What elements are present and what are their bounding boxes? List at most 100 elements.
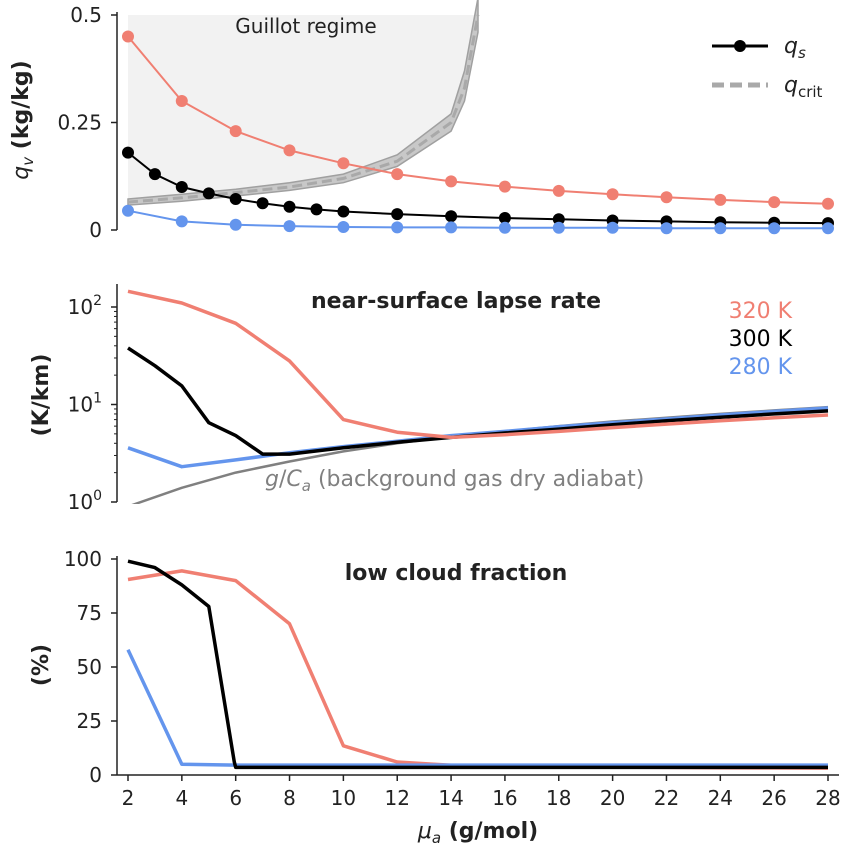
- panel-specific-humidity: Guillot regime 0 0.25 0.5 qv (kg/kg) qs qc…: [9, 0, 834, 242]
- data-point-320k: [122, 30, 134, 43]
- legend: qs qcrit: [712, 34, 823, 101]
- data-point-320k: [445, 175, 458, 188]
- y-tick-label: 0: [89, 218, 102, 242]
- x-tick-label: 8: [283, 786, 296, 810]
- x-tick-label: 4: [175, 786, 188, 810]
- series-line-320k: [127, 569, 829, 770]
- series-line-300k: [127, 559, 828, 770]
- x-tick-label: 16: [492, 786, 517, 810]
- legend-280k: 280 K: [729, 355, 793, 380]
- data-point-300k: [122, 146, 134, 159]
- series-line-280k: [126, 648, 828, 767]
- x-tick-label: 6: [229, 786, 242, 810]
- series-line-280k: [127, 209, 828, 230]
- data-point-320k: [822, 197, 834, 210]
- data-point-300k: [175, 181, 188, 193]
- legend-qs-label: qs: [784, 34, 806, 62]
- data-point-300k: [337, 205, 350, 218]
- y-ticks: 100 101 102: [68, 293, 117, 514]
- data-point-280k: [337, 221, 350, 233]
- data-point-300k: [391, 208, 404, 221]
- x-axis-label: μa (g/mol): [417, 819, 538, 847]
- data-point-280k: [391, 221, 404, 234]
- y-tick-label: 0.25: [57, 111, 102, 135]
- data-point-320k: [552, 184, 565, 197]
- x-tick-label: 28: [815, 786, 840, 810]
- data-point-300k: [283, 200, 296, 213]
- y-axis-label: (%): [29, 644, 54, 686]
- data-point-280k: [660, 222, 673, 235]
- data-point-280k: [445, 221, 458, 234]
- x-tick-label: 10: [331, 786, 356, 810]
- region-label: Guillot regime: [235, 14, 376, 38]
- legend-qcrit-label: qcrit: [784, 73, 823, 101]
- series-group: [127, 289, 829, 504]
- x-ticks: 2 4 6 8 10 12 14 16 18 20 22 24 26 28: [122, 775, 841, 810]
- temperature-legend: 320 K 300 K 280 K: [729, 299, 793, 380]
- data-point-320k: [498, 180, 511, 193]
- series-line-300k: [127, 346, 829, 456]
- data-point-320k: [606, 188, 619, 201]
- x-tick-label: 2: [122, 786, 135, 810]
- data-point-300k: [498, 212, 511, 224]
- x-tick-label: 14: [438, 786, 463, 810]
- legend-qs-marker: [734, 40, 746, 52]
- y-tick-label: 102: [68, 293, 102, 319]
- y-tick-label: 100: [68, 488, 102, 514]
- data-point-280k: [822, 222, 834, 235]
- y-tick-label: 0.5: [70, 3, 102, 27]
- x-tick-label: 12: [385, 786, 410, 810]
- data-point-280k: [606, 221, 619, 234]
- panel-title: near-surface lapse rate: [311, 289, 601, 314]
- data-point-280k: [714, 222, 727, 235]
- y-tick-label: 0: [89, 763, 102, 787]
- data-point-300k: [202, 187, 215, 200]
- series-group: [126, 559, 829, 770]
- data-point-300k: [310, 203, 323, 216]
- y-ticks: 0 25 50 75 100: [64, 547, 117, 787]
- x-tick-label: 26: [761, 786, 786, 810]
- data-point-320k: [283, 144, 296, 157]
- x-tick-label: 18: [546, 786, 571, 810]
- data-point-300k: [256, 197, 269, 210]
- qcrit-line: [127, 14, 480, 204]
- data-point-300k: [445, 210, 458, 223]
- y-tick-label: 50: [77, 655, 102, 679]
- y-ticks: 0 0.25 0.5: [57, 3, 117, 242]
- data-point-300k: [229, 193, 242, 205]
- data-point-320k: [391, 168, 404, 181]
- data-point-320k: [714, 193, 727, 206]
- series-line-320k: [127, 289, 829, 440]
- data-point-280k: [498, 221, 511, 234]
- x-tick-label: 20: [600, 786, 625, 810]
- data-point-280k: [122, 204, 134, 217]
- panel-title: low cloud fraction: [345, 561, 568, 586]
- panel-lapse-rate: near-surface lapse rate 100 101 102 (K/km)…: [29, 284, 829, 514]
- y-tick-label: 101: [68, 391, 102, 417]
- y-axis-label: qv (kg/kg): [9, 60, 37, 179]
- series-lines: [127, 289, 829, 504]
- y-tick-label: 75: [77, 601, 102, 625]
- data-point-300k: [148, 168, 161, 181]
- y-tick-label: 100: [64, 547, 102, 571]
- data-point-300k: [552, 213, 565, 226]
- y-tick-label: 25: [77, 709, 102, 733]
- guillot-regime-fill: [128, 15, 478, 203]
- series-group: [122, 30, 834, 235]
- series-line-320k: [127, 35, 829, 205]
- dry-adiabat-annotation: g/Ca (background gas dry adiabat): [265, 467, 644, 495]
- guillot-regime-region: [128, 15, 478, 203]
- data-point-280k: [283, 220, 296, 233]
- legend-320k: 320 K: [729, 299, 793, 324]
- data-point-320k: [337, 157, 350, 170]
- data-point-320k: [229, 125, 242, 138]
- data-point-280k: [552, 221, 565, 234]
- y-axis-label: (K/km): [29, 354, 54, 437]
- data-point-320k: [768, 196, 781, 209]
- data-point-280k: [229, 218, 242, 231]
- legend-300k: 300 K: [729, 327, 793, 352]
- data-point-280k: [175, 215, 188, 228]
- x-tick-label: 24: [708, 786, 733, 810]
